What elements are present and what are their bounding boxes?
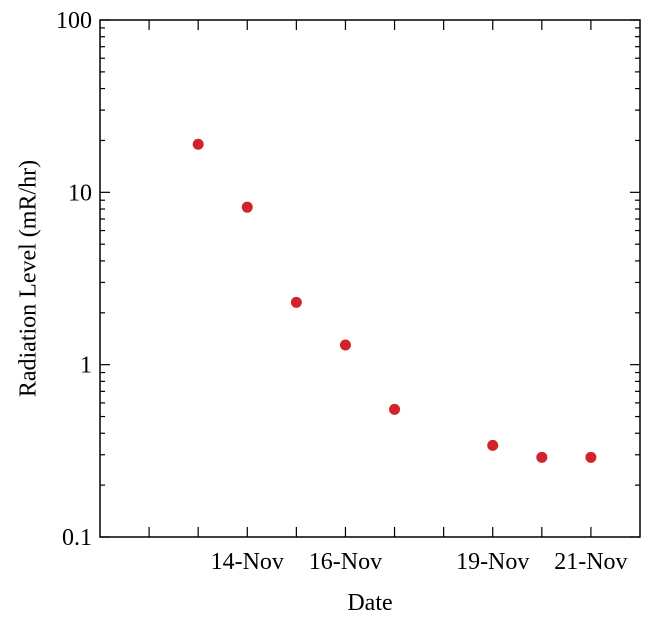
tick-labels: 0.1 1 10 100 14-Nov 16-Nov 19-Nov 21-Nov bbox=[56, 8, 628, 575]
y-axis-label: Radiation Level (mR/hr) bbox=[16, 160, 42, 397]
x-axis-label: Date bbox=[347, 590, 392, 616]
plot-frame bbox=[99, 19, 641, 538]
data-point bbox=[536, 451, 548, 463]
y-tick-label: 0.1 bbox=[62, 525, 92, 551]
data-point bbox=[290, 296, 302, 308]
x-tick-label: 21-Nov bbox=[554, 549, 627, 575]
tick-marks bbox=[100, 19, 640, 538]
x-tick-label: 19-Nov bbox=[456, 549, 529, 575]
data-point bbox=[192, 138, 204, 150]
data-point bbox=[389, 403, 401, 415]
axes bbox=[99, 19, 641, 538]
y-tick-label: 1 bbox=[80, 353, 92, 379]
y-tick-label: 100 bbox=[56, 8, 92, 34]
data-point bbox=[585, 451, 597, 463]
data-point bbox=[487, 439, 499, 451]
data-point bbox=[339, 339, 351, 351]
x-tick-label: 16-Nov bbox=[309, 549, 382, 575]
data-point bbox=[241, 201, 253, 213]
x-tick-label: 14-Nov bbox=[211, 549, 284, 575]
data-points bbox=[192, 138, 597, 463]
y-tick-label: 10 bbox=[68, 180, 92, 206]
